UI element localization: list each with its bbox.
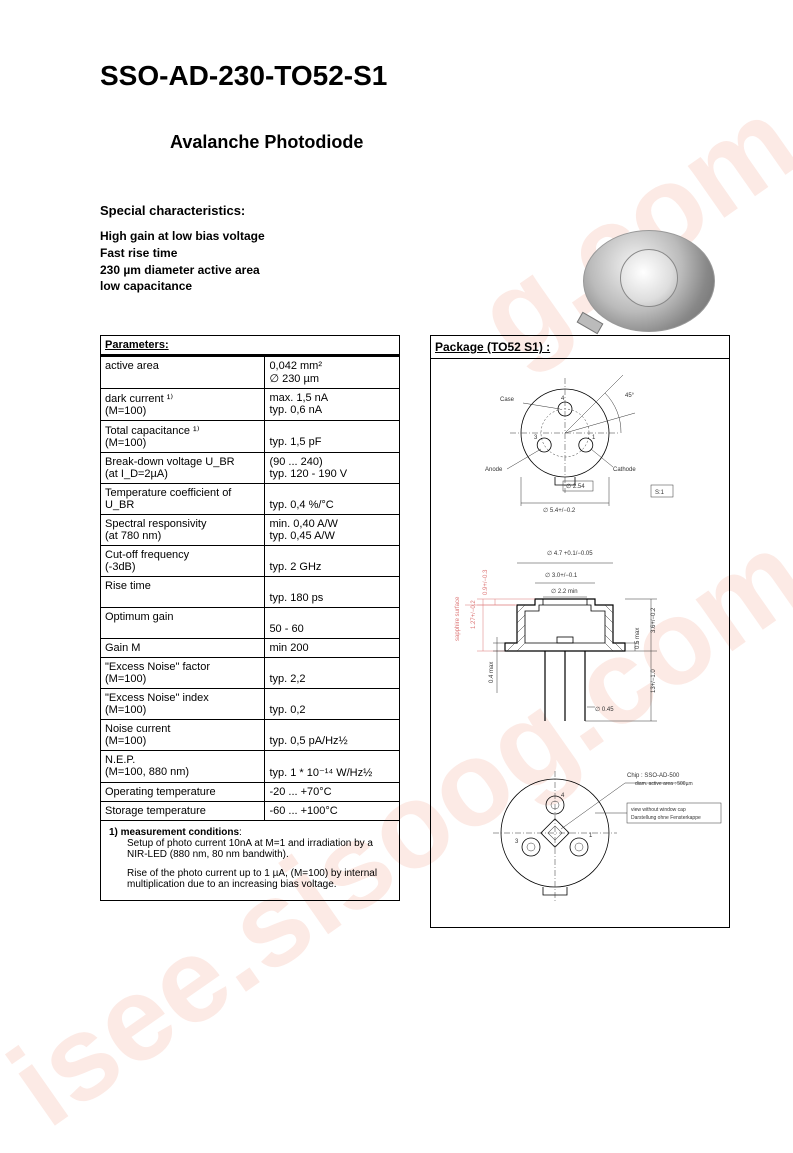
parameter-name: active area (101, 357, 265, 389)
package-diagram: 4 3 1 45° (431, 359, 729, 927)
svg-text:45°: 45° (625, 393, 635, 399)
svg-text:13+/−1.0: 13+/−1.0 (651, 669, 657, 693)
parameter-row: Operating temperature-20 ... +70°C (101, 783, 400, 802)
parameter-value: typ. 2 GHz (265, 546, 400, 577)
parameter-name: Cut-off frequency (-3dB) (101, 546, 265, 577)
parameter-value: max. 1,5 nA typ. 0,6 nA (265, 389, 400, 421)
svg-text:∅ 5.4+/−0.2: ∅ 5.4+/−0.2 (543, 507, 576, 514)
parameter-row: Noise current (M=100) typ. 0,5 pA/Hz½ (101, 720, 400, 751)
svg-text:∅ 4.7 +0.1/−0.05: ∅ 4.7 +0.1/−0.05 (547, 550, 593, 557)
parameter-row: Temperature coefficient of U_BR typ. 0,4… (101, 484, 400, 515)
parameter-name: Noise current (M=100) (101, 720, 265, 751)
svg-text:S:1: S:1 (655, 490, 665, 496)
svg-text:Anode: Anode (485, 467, 503, 473)
svg-text:4: 4 (561, 396, 565, 402)
parameter-row: Rise time typ. 180 ps (101, 577, 400, 608)
parameter-name: "Excess Noise" index (M=100) (101, 689, 265, 720)
parameter-value: typ. 2,2 (265, 658, 400, 689)
parameter-row: N.E.P. (M=100, 880 nm) typ. 1 * 10⁻¹⁴ W/… (101, 751, 400, 783)
footnote-text: Rise of the photo current up to 1 µA, (M… (127, 868, 391, 890)
parameter-value: min 200 (265, 639, 400, 658)
parameter-name: Rise time (101, 577, 265, 608)
svg-text:Cathode: Cathode (613, 467, 636, 473)
parameter-row: "Excess Noise" factor (M=100) typ. 2,2 (101, 658, 400, 689)
footnote-text: Setup of photo current 10nA at M=1 and i… (127, 838, 391, 860)
parameter-value: 0,042 mm² ∅ 230 µm (265, 357, 400, 389)
parameter-value: typ. 0,4 %/°C (265, 484, 400, 515)
parameter-name: Gain M (101, 639, 265, 658)
parameter-value: typ. 180 ps (265, 577, 400, 608)
svg-text:diam. active area : 500µm: diam. active area : 500µm (635, 781, 693, 787)
svg-text:∅ 2.54: ∅ 2.54 (566, 483, 585, 490)
page-subtitle: Avalanche Photodiode (170, 132, 743, 153)
parameter-value: -60 ... +100°C (265, 802, 400, 821)
parameter-row: Optimum gain 50 - 60 (101, 608, 400, 639)
svg-text:3: 3 (534, 435, 538, 441)
package-box: Package (TO52 S1) : (430, 335, 730, 928)
svg-text:1: 1 (592, 435, 596, 441)
parameters-table-body: active area0,042 mm² ∅ 230 µmdark curren… (100, 356, 400, 821)
parameter-value: 50 - 60 (265, 608, 400, 639)
parameter-name: dark current ¹⁾ (M=100) (101, 389, 265, 421)
parameter-value: typ. 0,5 pA/Hz½ (265, 720, 400, 751)
parameter-name: Optimum gain (101, 608, 265, 639)
measurement-conditions: 1) measurement conditions: Setup of phot… (100, 821, 400, 901)
footnote-label: 1) measurement conditions (109, 827, 239, 838)
parameters-table: Parameters: (100, 335, 400, 356)
product-photo (583, 230, 733, 340)
svg-text:∅ 0.45: ∅ 0.45 (595, 706, 614, 713)
svg-text:Chip : SSO-AD-500: Chip : SSO-AD-500 (627, 773, 680, 779)
svg-text:1.27+/−0.2: 1.27+/−0.2 (471, 600, 477, 629)
parameter-row: active area0,042 mm² ∅ 230 µm (101, 357, 400, 389)
parameter-value: min. 0,40 A/W typ. 0,45 A/W (265, 515, 400, 546)
parameter-name: N.E.P. (M=100, 880 nm) (101, 751, 265, 783)
parameter-value: typ. 1 * 10⁻¹⁴ W/Hz½ (265, 751, 400, 783)
parameter-row: Spectral responsivity (at 780 nm)min. 0,… (101, 515, 400, 546)
parameter-name: Storage temperature (101, 802, 265, 821)
parameter-name: "Excess Noise" factor (M=100) (101, 658, 265, 689)
svg-text:sapphire surface: sapphire surface (455, 596, 461, 641)
parameter-row: dark current ¹⁾ (M=100)max. 1,5 nA typ. … (101, 389, 400, 421)
parameter-value: typ. 0,2 (265, 689, 400, 720)
parameter-name: Spectral responsivity (at 780 nm) (101, 515, 265, 546)
parameter-value: (90 ... 240) typ. 120 - 190 V (265, 453, 400, 484)
package-column: Package (TO52 S1) : (430, 335, 730, 928)
parameter-row: Gain Mmin 200 (101, 639, 400, 658)
parameter-row: Storage temperature-60 ... +100°C (101, 802, 400, 821)
svg-text:view without window cap: view without window cap (631, 807, 686, 813)
svg-text:0.9+/−0.3: 0.9+/−0.3 (483, 569, 489, 595)
page-title: SSO-AD-230-TO52-S1 (100, 60, 743, 92)
parameter-value: -20 ... +70°C (265, 783, 400, 802)
svg-text:1: 1 (589, 833, 593, 839)
svg-text:3.6+/−0.2: 3.6+/−0.2 (651, 607, 657, 633)
parameter-name: Total capacitance ¹⁾ (M=100) (101, 421, 265, 453)
svg-text:Case: Case (500, 397, 515, 403)
parameter-row: Cut-off frequency (-3dB) typ. 2 GHz (101, 546, 400, 577)
parameter-name: Operating temperature (101, 783, 265, 802)
svg-text:∅ 3.0+/−0.1: ∅ 3.0+/−0.1 (545, 572, 578, 579)
parameter-row: "Excess Noise" index (M=100) typ. 0,2 (101, 689, 400, 720)
parameter-name: Temperature coefficient of U_BR (101, 484, 265, 515)
svg-text:0.5 max: 0.5 max (635, 628, 641, 649)
parameters-header: Parameters: (105, 339, 169, 351)
page-content: SSO-AD-230-TO52-S1 Avalanche Photodiode … (0, 0, 793, 968)
parameter-value: typ. 1,5 pF (265, 421, 400, 453)
svg-text:4: 4 (561, 793, 565, 799)
svg-text:∅ 2.2 min: ∅ 2.2 min (551, 588, 578, 595)
special-characteristics-header: Special characteristics: (100, 203, 743, 218)
svg-text:3: 3 (515, 839, 519, 845)
parameters-column: Parameters: active area0,042 mm² ∅ 230 µ… (100, 335, 400, 928)
svg-text:Darstellung ohne Fensterkappe: Darstellung ohne Fensterkappe (631, 815, 701, 821)
parameter-row: Break-down voltage U_BR (at I_D=2µA)(90 … (101, 453, 400, 484)
svg-text:0.4 max: 0.4 max (489, 662, 495, 683)
parameter-row: Total capacitance ¹⁾ (M=100) typ. 1,5 pF (101, 421, 400, 453)
parameter-name: Break-down voltage U_BR (at I_D=2µA) (101, 453, 265, 484)
